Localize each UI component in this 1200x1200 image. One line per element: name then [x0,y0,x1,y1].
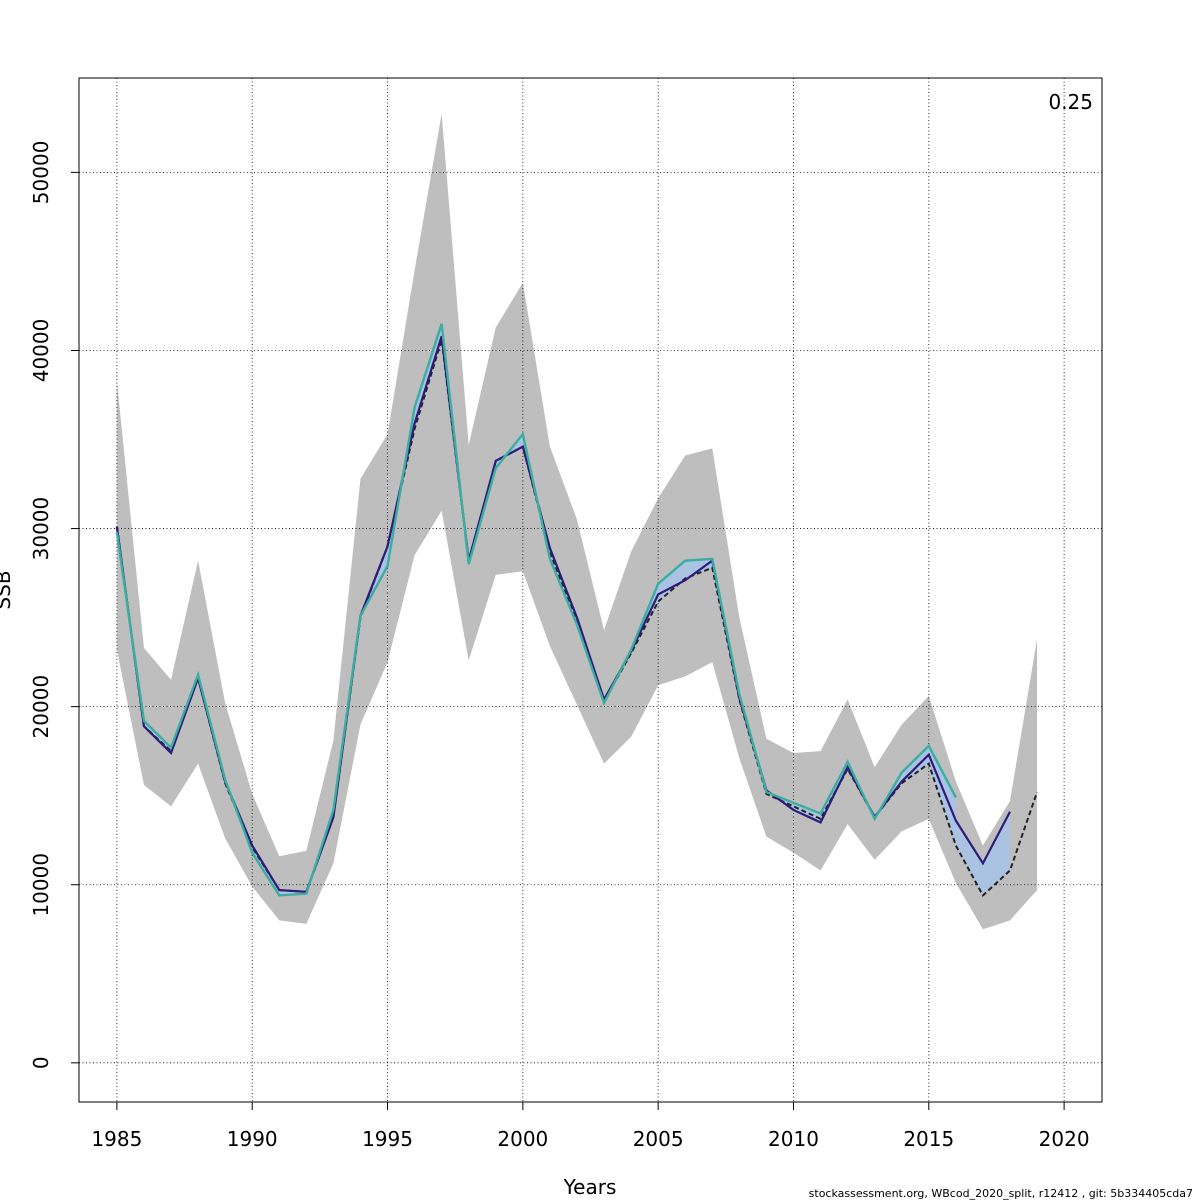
y-tick-label: 20000 [29,675,53,739]
corner-label: 0.25 [1048,90,1093,114]
y-tick-label: 50000 [29,141,53,205]
series-peel2-line [115,323,957,897]
footer-credit: stockassessment.org, WBcod_2020_split, r… [809,1187,1193,1200]
y-axis-title: SSB [0,570,15,609]
x-tick-label: 1985 [91,1127,142,1151]
y-axis: 0 10000 20000 30000 40000 50000 [29,141,79,1069]
y-tick-label: 10000 [29,853,53,917]
x-tick-label: 2015 [903,1127,954,1151]
x-tick-label: 2005 [633,1127,684,1151]
plot-frame [78,77,1103,1103]
x-tick-label: 1990 [227,1127,278,1151]
x-axis-title: Years [563,1175,617,1199]
x-tick-label: 2020 [1039,1127,1090,1151]
confidence-band-layer [116,113,1038,930]
x-tick-label: 1995 [362,1127,413,1151]
series-layer [115,323,1038,898]
confidence-band [116,113,1038,930]
x-axis: 1985 1990 1995 2000 2005 2010 2015 2020 [91,1102,1090,1151]
x-tick-label: 2010 [768,1127,819,1151]
x-tick-label: 2000 [497,1127,548,1151]
y-tick-label: 0 [29,1056,53,1069]
y-tick-label: 40000 [29,319,53,383]
y-tick-label: 30000 [29,497,53,561]
